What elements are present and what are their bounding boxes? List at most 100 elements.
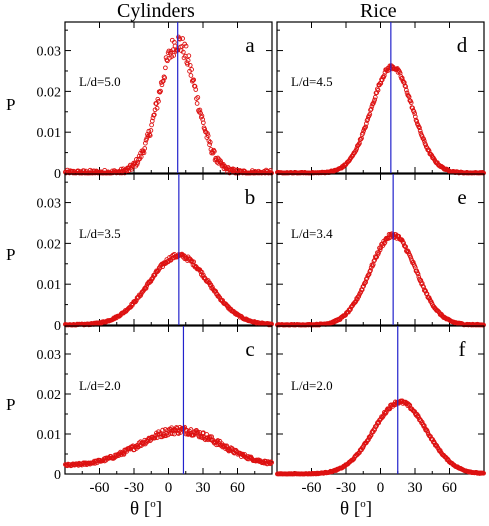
x-axis-label-suffix: ] <box>155 498 163 520</box>
data-point <box>218 158 223 164</box>
data-point <box>197 107 203 113</box>
data-point <box>367 111 373 117</box>
data-point <box>207 142 212 148</box>
column-title-cylinders: Cylinders <box>117 0 195 22</box>
x-tick-label: -60 <box>302 480 322 496</box>
data-point <box>269 460 274 465</box>
data-point <box>212 149 217 154</box>
data-point <box>415 413 421 418</box>
data-point <box>178 430 183 435</box>
data-point <box>419 419 425 425</box>
data-point <box>163 65 168 71</box>
panel-letter: b <box>245 185 256 209</box>
data-point <box>147 132 152 137</box>
x-tick-label: 30 <box>408 480 423 496</box>
data-point <box>364 438 370 444</box>
data-point <box>193 87 199 92</box>
data-point <box>129 167 134 172</box>
y-axis-label: P <box>6 395 16 414</box>
data-point <box>234 170 239 176</box>
data-point <box>404 87 409 93</box>
data-point <box>180 49 186 55</box>
data-point <box>200 430 206 436</box>
x-tick-label: 0 <box>165 480 173 496</box>
data-point <box>377 247 383 253</box>
data-point <box>433 442 439 448</box>
x-axis-label-prefix: θ [ <box>340 498 361 520</box>
data-point <box>408 100 414 106</box>
x-tick-label: 60 <box>442 480 457 496</box>
data-point <box>371 258 377 264</box>
data-point <box>186 53 192 59</box>
data-point <box>366 271 372 277</box>
data-point <box>358 289 364 295</box>
data-point <box>169 431 175 437</box>
data-point <box>415 271 421 277</box>
y-tick-label: 0.01 <box>37 126 62 141</box>
panel-frame <box>64 21 273 174</box>
y-tick-label: 0.02 <box>37 388 62 403</box>
panel-letter: a <box>245 33 255 57</box>
data-point <box>152 435 158 441</box>
data-point <box>364 121 369 126</box>
panel-letter: e <box>457 185 466 209</box>
data-point <box>180 36 185 41</box>
x-tick-label: 60 <box>230 480 245 496</box>
data-point <box>205 133 211 139</box>
data-point <box>183 43 189 49</box>
data-point <box>142 146 148 151</box>
data-point <box>155 96 161 102</box>
data-point <box>149 122 154 128</box>
data-point <box>154 105 160 111</box>
data-point <box>207 139 213 145</box>
data-point <box>188 73 194 78</box>
data-point <box>134 162 140 167</box>
data-point <box>368 432 374 438</box>
data-point <box>191 77 197 83</box>
data-point <box>363 279 369 285</box>
data-point <box>200 117 205 122</box>
y-tick-label: 0.03 <box>37 348 62 363</box>
x-axis-label-degree: o <box>150 498 156 510</box>
data-point <box>156 99 161 104</box>
data-point <box>187 63 193 68</box>
x-tick-label: 30 <box>196 480 211 496</box>
data-point <box>152 272 158 278</box>
data-point <box>158 88 163 94</box>
aspect-ratio-annotation: L/d=3.4 <box>291 226 333 241</box>
data-point <box>124 168 130 174</box>
data-point <box>152 112 157 118</box>
x-tick-label: -60 <box>90 480 110 496</box>
data-point <box>402 83 408 89</box>
data-point <box>373 255 379 260</box>
data-point <box>204 432 210 437</box>
data-point <box>421 423 427 428</box>
data-point <box>399 75 405 81</box>
y-tick-label: 0.01 <box>37 278 62 293</box>
data-point <box>147 133 153 138</box>
data-point <box>138 154 144 160</box>
data-point <box>368 268 373 273</box>
data-point <box>417 125 422 131</box>
y-tick-label: 0 <box>54 319 61 334</box>
data-point <box>414 118 420 124</box>
data-point <box>268 459 274 465</box>
y-tick-label: 0.02 <box>37 237 62 252</box>
x-axis-label-degree: o <box>360 498 366 510</box>
y-tick-label: 0.01 <box>37 428 62 443</box>
data-point <box>416 274 422 280</box>
data-point <box>381 73 387 78</box>
y-tick-label: 0.02 <box>37 85 62 100</box>
data-point <box>143 286 149 291</box>
x-tick-label: -30 <box>336 480 356 496</box>
aspect-ratio-annotation: L/d=2.0 <box>291 378 333 393</box>
y-tick-label: 0.03 <box>37 45 62 60</box>
panel-letter: c <box>245 337 254 361</box>
data-point <box>185 58 191 63</box>
data-point <box>120 450 125 456</box>
y-tick-label: 0 <box>54 468 61 483</box>
data-point <box>363 124 369 130</box>
data-point <box>223 165 229 171</box>
data-point <box>412 111 417 116</box>
